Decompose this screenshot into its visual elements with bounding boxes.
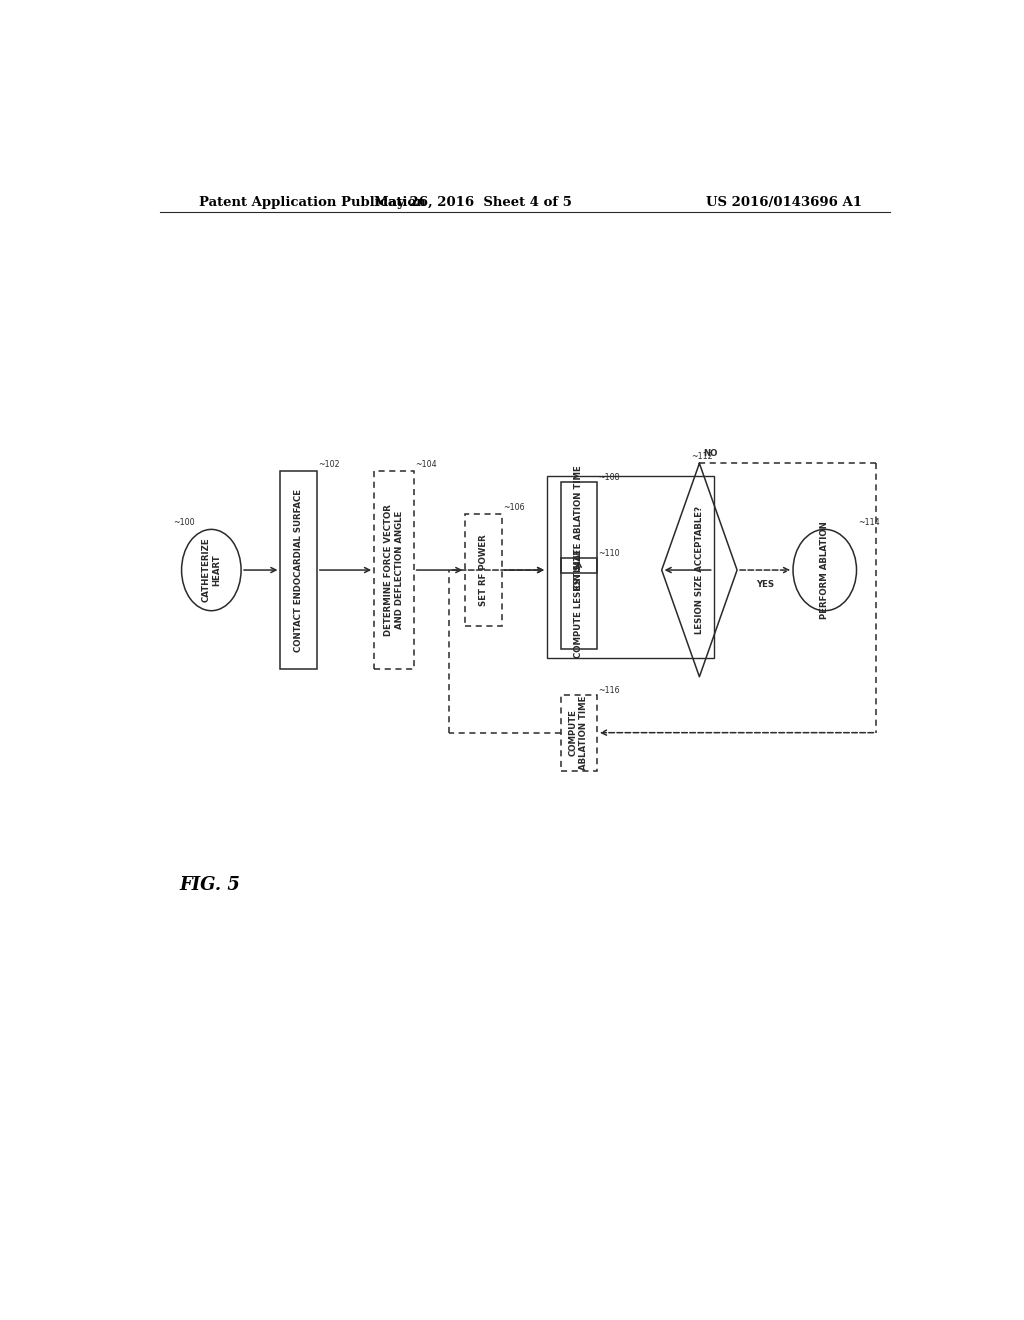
Text: YES: YES	[756, 581, 774, 589]
Text: ~110: ~110	[599, 549, 621, 558]
Text: ESTIMATE ABLATION TIME: ESTIMATE ABLATION TIME	[574, 465, 584, 590]
Bar	[374, 471, 414, 669]
Bar	[560, 558, 597, 649]
Text: LESION SIZE ACCEPTABLE?: LESION SIZE ACCEPTABLE?	[695, 506, 703, 634]
Text: CONTACT ENDOCARDIAL SURFACE: CONTACT ENDOCARDIAL SURFACE	[294, 488, 303, 652]
Text: DETERMINE FORCE VECTOR
AND DEFLECTION ANGLE: DETERMINE FORCE VECTOR AND DEFLECTION AN…	[384, 504, 403, 636]
Bar	[281, 471, 316, 669]
Text: ~112: ~112	[691, 453, 713, 461]
Text: May 26, 2016  Sheet 4 of 5: May 26, 2016 Sheet 4 of 5	[375, 195, 572, 209]
Text: ~102: ~102	[318, 459, 340, 469]
Text: ~114: ~114	[858, 519, 880, 528]
Text: ~116: ~116	[599, 685, 621, 694]
Text: SET RF POWER: SET RF POWER	[479, 535, 488, 606]
Text: COMPUTE LESION SIZE: COMPUTE LESION SIZE	[574, 549, 584, 659]
Text: US 2016/0143696 A1: US 2016/0143696 A1	[707, 195, 862, 209]
Text: FIG. 5: FIG. 5	[179, 876, 241, 894]
Bar	[465, 515, 502, 626]
Text: Patent Application Publication: Patent Application Publication	[200, 195, 426, 209]
Text: PERFORM ABLATION: PERFORM ABLATION	[820, 521, 829, 619]
Text: CATHETERIZE
HEART: CATHETERIZE HEART	[202, 537, 221, 602]
Text: NO: NO	[703, 449, 718, 458]
Bar	[547, 475, 714, 659]
Text: COMPUTE
ABLATION TIME: COMPUTE ABLATION TIME	[569, 696, 589, 770]
Bar	[560, 694, 597, 771]
Text: ~108: ~108	[599, 473, 621, 482]
Bar	[560, 482, 597, 573]
Text: ~106: ~106	[504, 503, 525, 512]
Text: ~100: ~100	[174, 519, 196, 528]
Text: ~104: ~104	[416, 459, 437, 469]
